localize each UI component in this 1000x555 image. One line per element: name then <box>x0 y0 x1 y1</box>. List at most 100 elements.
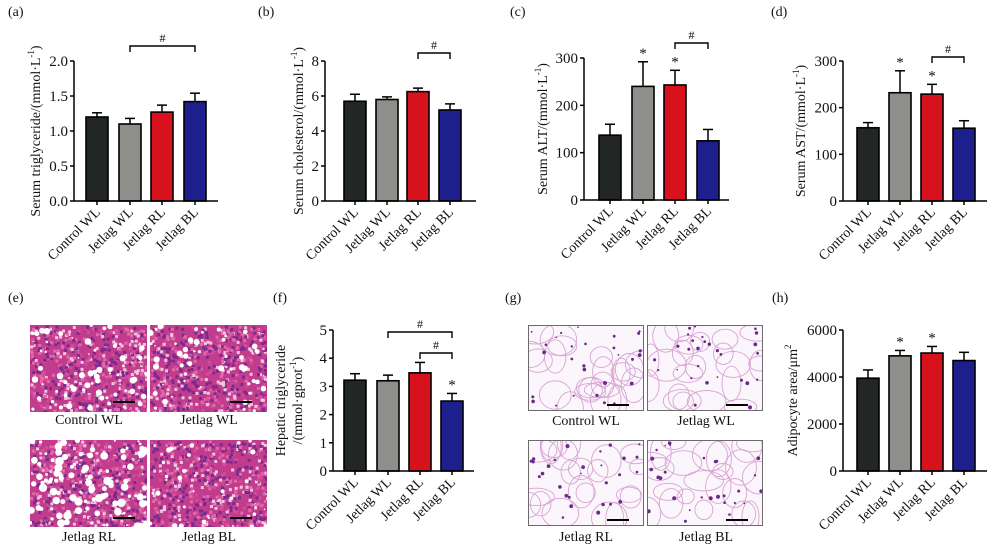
y-tick-label: 200 <box>556 98 579 114</box>
adipocyte-texture <box>529 441 643 525</box>
adipocyte-texture <box>648 326 762 410</box>
significance-star: * <box>896 55 904 71</box>
y-tick-label: 1 <box>320 436 328 452</box>
y-tick-label: 8 <box>312 54 320 70</box>
significance-star: * <box>639 46 647 62</box>
adipocyte-texture <box>529 326 643 410</box>
liver-image-jetlag-bl <box>150 440 267 527</box>
y-tick-label: 100 <box>556 146 579 162</box>
significance-bracket <box>129 45 196 52</box>
significance-bracket <box>674 42 709 49</box>
y-axis-label: Serum ALT/(mmol·L-1) <box>533 63 551 195</box>
liver-image-jetlag-wl <box>150 325 267 412</box>
panel-label-c: (c) <box>510 5 526 20</box>
y-tick-label: 5 <box>320 323 328 339</box>
scale-bar <box>230 401 252 403</box>
significance-bracket <box>387 331 453 338</box>
adipose-caption-jetlag-wl: Jetlag WL <box>677 414 735 429</box>
liver-caption-control-wl: Control WL <box>55 413 123 428</box>
significance-star: * <box>928 68 936 84</box>
adipocyte-texture <box>648 441 762 525</box>
y-tick-label: 6 <box>312 89 320 105</box>
adipose-image-jetlag-bl <box>647 440 763 526</box>
y-tick-label: 1.5 <box>49 89 68 105</box>
scale-bar <box>113 401 135 403</box>
y-tick-label: 100 <box>815 147 838 163</box>
y-tick-label: 4 <box>320 351 328 367</box>
liver-image-control-wl <box>30 325 147 412</box>
significance-bracket <box>931 56 965 63</box>
y-tick-label: 300 <box>556 51 579 67</box>
adipose-image-jetlag-rl <box>528 440 644 526</box>
liver-caption-jetlag-wl: Jetlag WL <box>180 413 238 428</box>
y-tick-label: 0 <box>312 194 320 210</box>
scale-bar <box>230 517 252 519</box>
panel-label-a: (a) <box>8 5 24 20</box>
significance-star: * <box>671 54 679 70</box>
y-tick-label: 300 <box>815 54 838 70</box>
y-tick-label: 0 <box>830 464 838 480</box>
y-tick-label: 0 <box>320 464 328 480</box>
significance-star: * <box>448 377 456 393</box>
significance-hash: # <box>431 38 437 52</box>
bar-jetlag-wl <box>888 355 912 472</box>
significance-hash: # <box>689 28 695 42</box>
y-axis-label: Adipocyte area/μm2 <box>783 345 801 457</box>
significance-hash: # <box>433 338 439 352</box>
adipose-image-control-wl <box>528 325 644 411</box>
he-stain-texture <box>150 325 267 412</box>
panel-label-h: (h) <box>772 291 789 306</box>
liver-caption-jetlag-bl: Jetlag BL <box>181 530 237 545</box>
liver-image-jetlag-rl <box>30 440 147 527</box>
scale-bar <box>113 517 135 519</box>
panel-label-e: (e) <box>8 291 24 306</box>
adipose-caption-jetlag-rl: Jetlag RL <box>558 530 614 545</box>
liver-caption-jetlag-rl: Jetlag RL <box>61 530 117 545</box>
scale-bar <box>607 404 629 406</box>
panel-label-f: (f) <box>273 291 287 306</box>
bar-jetlag-rl <box>920 352 944 472</box>
y-tick-label: 2 <box>320 408 328 424</box>
y-axis-label: Serum AST/(mmol·L-1) <box>791 65 809 198</box>
adipose-image-jetlag-wl <box>647 325 763 411</box>
panel-label-g: (g) <box>505 291 522 306</box>
y-tick-label: 4000 <box>807 370 837 386</box>
panel-label-d: (d) <box>771 5 788 20</box>
bar-control-wl <box>856 377 880 472</box>
y-tick-label: 2000 <box>807 417 837 433</box>
scale-bar <box>607 519 629 521</box>
adipose-caption-jetlag-bl: Jetlag BL <box>678 530 734 545</box>
he-stain-texture <box>30 325 147 412</box>
significance-hash: # <box>945 42 951 56</box>
y-tick-label: 6000 <box>807 323 837 339</box>
y-tick-label: 4 <box>312 124 320 140</box>
y-axis-label-units: /(mmol·gprot-1) <box>288 356 306 444</box>
y-tick-label: 0.0 <box>49 194 68 210</box>
y-tick-label: 2.0 <box>49 54 68 70</box>
y-tick-label: 0 <box>830 194 838 210</box>
significance-star: * <box>896 334 904 350</box>
significance-bracket <box>417 52 451 59</box>
scale-bar <box>726 519 748 521</box>
y-tick-label: 3 <box>320 379 328 395</box>
he-stain-texture <box>30 440 147 527</box>
adipose-caption-control-wl: Control WL <box>552 414 620 429</box>
y-axis-label: Serum triglyceride/(mmol·L-1) <box>26 45 44 217</box>
y-tick-label: 1.0 <box>49 124 68 140</box>
y-tick-label: 2 <box>312 159 320 175</box>
y-axis-label: Hepatic triglyceride <box>274 345 289 457</box>
y-tick-label: 200 <box>815 101 838 117</box>
significance-star: * <box>928 330 936 346</box>
he-stain-texture <box>150 440 267 527</box>
significance-bracket <box>419 352 453 359</box>
significance-hash: # <box>417 317 423 331</box>
panel-label-b: (b) <box>258 5 275 20</box>
bar-jetlag-bl <box>952 359 976 472</box>
y-tick-label: 0 <box>571 193 579 209</box>
y-axis-label: Serum cholesterol/(mmol·L-1) <box>289 47 307 215</box>
significance-hash: # <box>160 31 166 45</box>
